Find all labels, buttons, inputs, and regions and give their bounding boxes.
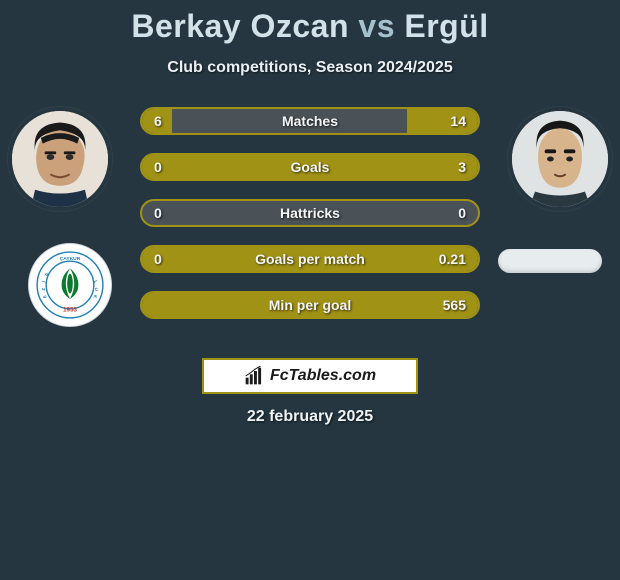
stat-value-left: 0 [154,251,162,267]
vs-text: vs [349,8,404,44]
stat-label: Min per goal [269,297,351,313]
player-a-avatar [8,107,112,211]
stat-value-right: 0 [458,205,466,221]
club-year: 1953 [63,307,78,314]
player-b-name: Ergül [404,8,488,44]
comparison-content: ÇAYKUR R İ Z E K U L 1953 6 Matches 14 0 Goa… [0,107,620,367]
watermark[interactable]: FcTables.com [202,358,418,394]
player-b-avatar [508,107,612,211]
stat-row: 0 Goals 3 [140,153,480,181]
player-b-avatar-svg [512,111,608,207]
svg-text:ÇAYKUR: ÇAYKUR [60,256,81,262]
stat-row: 0 Hattricks 0 [140,199,480,227]
rizespor-badge-svg: ÇAYKUR R İ Z E K U L 1953 [35,250,105,320]
player-a-avatar-svg [12,111,108,207]
stat-value-right: 0.21 [439,251,466,267]
stat-value-right: 565 [443,297,466,313]
stat-row: 6 Matches 14 [140,107,480,135]
stat-row: Min per goal 565 [140,291,480,319]
stat-fill-right [407,109,478,133]
stat-value-right: 3 [458,159,466,175]
stat-rows: 6 Matches 14 0 Goals 3 0 Hattricks 0 0 Goals per m… [140,107,480,337]
stat-value-left: 6 [154,113,162,129]
subtitle: Club competitions, Season 2024/2025 [0,59,620,77]
svg-text:Z: Z [41,288,46,291]
stat-label: Goals per match [255,251,365,267]
svg-text:U: U [94,288,99,291]
stat-value-left: 0 [154,159,162,175]
chart-icon [244,366,264,386]
watermark-text: FcTables.com [270,367,376,385]
stat-label: Goals [291,159,330,175]
club-badge-left: ÇAYKUR R İ Z E K U L 1953 [28,243,112,327]
stat-label: Matches [282,113,338,129]
date-line: 22 february 2025 [0,408,620,426]
stat-value-left: 0 [154,205,162,221]
page-title: Berkay Ozcan vs Ergül [0,0,620,45]
player-a-name: Berkay Ozcan [131,8,349,44]
club-badge-right-placeholder [498,249,602,273]
stat-value-right: 14 [450,113,466,129]
stat-row: 0 Goals per match 0.21 [140,245,480,273]
stat-label: Hattricks [280,205,340,221]
